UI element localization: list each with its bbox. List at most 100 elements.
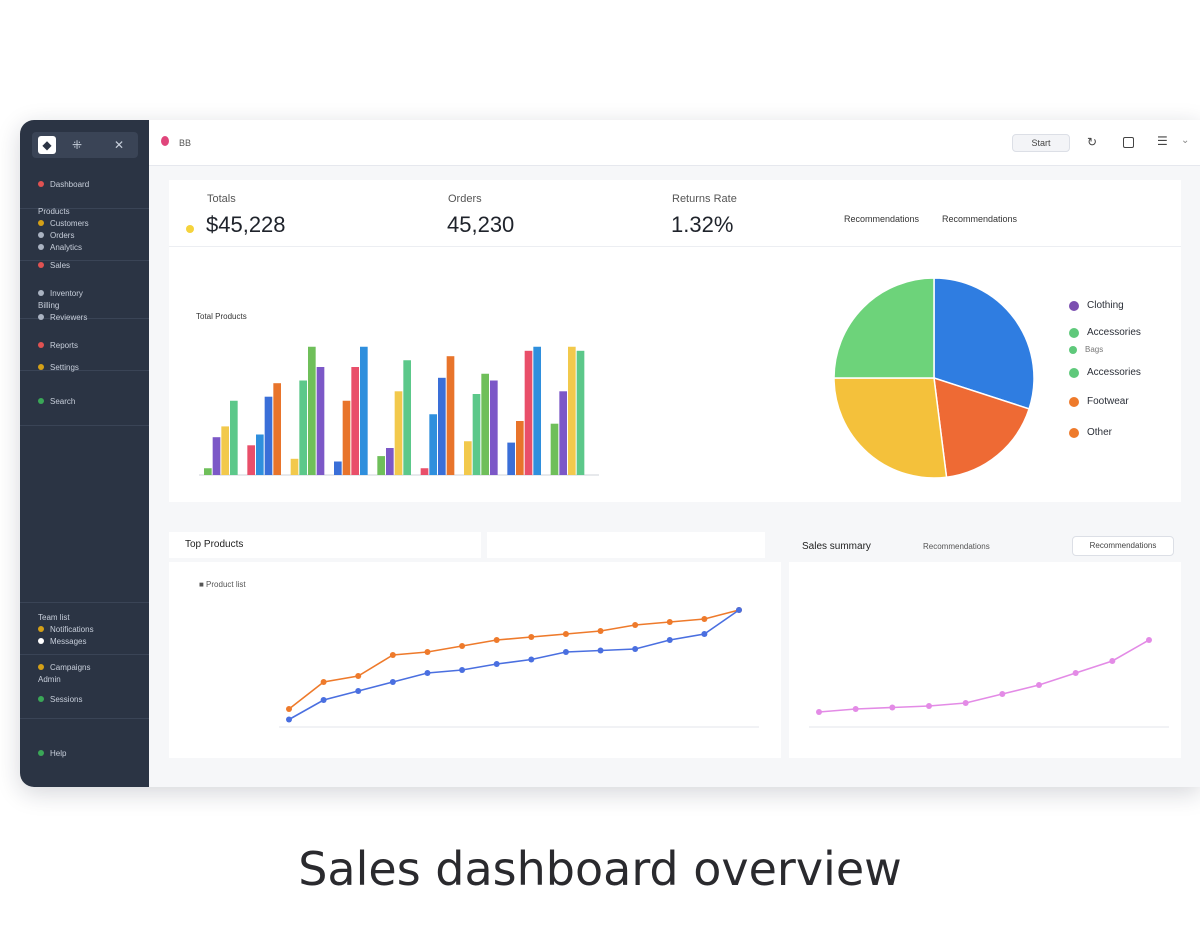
pie-slice [933, 277, 1035, 410]
data-point [355, 688, 362, 694]
bar [386, 448, 394, 475]
sidebar-item-messages[interactable]: Messages [38, 634, 86, 648]
data-point [493, 661, 500, 667]
recommendations-button[interactable]: Recommendations [1072, 536, 1174, 556]
data-point [597, 647, 604, 654]
sidebar-item-inventory[interactable]: Inventory [38, 286, 83, 300]
data-point [528, 656, 535, 663]
sidebar-item-orders[interactable]: Orders [38, 228, 74, 242]
sidebar-item-label: Analytics [50, 242, 83, 252]
bar [576, 350, 585, 475]
search-icon [38, 398, 44, 404]
grid-icon[interactable]: ⁜ [71, 138, 83, 152]
kpi-orders-label: Orders [448, 193, 482, 205]
series-line [818, 639, 1150, 713]
legend-swatch [1069, 300, 1079, 311]
sidebar-item-sales[interactable]: Sales [38, 258, 70, 272]
home-icon[interactable]: ◆ [38, 136, 56, 154]
data-point [736, 607, 742, 613]
reports-icon [38, 342, 44, 348]
window-icon[interactable] [1123, 137, 1134, 148]
refresh-icon[interactable]: ↻ [1087, 135, 1098, 149]
sidebar-item-label: Dashboard [50, 179, 90, 189]
topbar-title: BB [179, 138, 192, 148]
sidebar-item-label: Settings [50, 362, 79, 372]
data-point [389, 652, 396, 658]
sidebar-item-help[interactable]: Help [38, 746, 66, 760]
bar [533, 346, 541, 475]
sidebar-item-sessions[interactable]: Sessions [38, 692, 82, 706]
legend-label: Bags [1085, 345, 1104, 354]
sidebar-item-settings[interactable]: Settings [38, 360, 79, 374]
sidebar-item-billing[interactable]: Billing [38, 298, 59, 312]
data-point [926, 703, 932, 709]
data-point [889, 704, 896, 711]
sidebar-item-label: Customers [50, 218, 89, 228]
bar [316, 367, 325, 475]
sidebar-item-customers[interactable]: Customers [38, 216, 89, 230]
sidebar-item-label: Notifications [50, 624, 94, 634]
main-content: BB Start ↻ ☰ ⌄ Totals $45,228 Orders 45,… [149, 120, 1200, 787]
data-point [632, 622, 639, 628]
legend-item: Footwear [1069, 396, 1129, 407]
legend-label: Accessories [1087, 367, 1141, 378]
menu-icon[interactable]: ☰ [1157, 134, 1168, 148]
legend-swatch [1069, 396, 1079, 407]
bar [342, 400, 351, 475]
sidebar-item-analytics[interactable]: Analytics [38, 240, 82, 254]
sidebar-item-reports[interactable]: Reports [38, 338, 78, 352]
sidebar-item-campaigns[interactable]: Campaigns [38, 660, 90, 674]
sidebar-item-notifications[interactable]: Notifications [38, 622, 94, 636]
kpi-totals-value: $45,228 [206, 212, 286, 237]
bar [308, 346, 316, 475]
search-field[interactable] [487, 532, 765, 558]
kpi-returns-value: 1.32% [671, 212, 734, 237]
sidebar-item-label: Sales [50, 260, 71, 270]
divider [169, 246, 1181, 247]
dashboard-window: ◆ ⁜ ✕ Dashboard Products Customers Order… [20, 120, 1200, 787]
data-point [701, 631, 708, 637]
legend-label: Other [1087, 427, 1113, 438]
sidebar-item-dashboard[interactable]: Dashboard [38, 177, 89, 191]
sidebar-item-reviewers[interactable]: Reviewers [38, 310, 87, 324]
sidebar-item-label: Inventory [50, 288, 83, 298]
top-products-tab[interactable]: Top Products [169, 532, 481, 558]
sidebar-item-label: Reports [50, 340, 79, 350]
sidebar-item-search[interactable]: Search [38, 394, 75, 408]
series-line [288, 609, 740, 710]
recommendations-label: Recommendations [923, 542, 990, 551]
data-point [355, 673, 362, 679]
data-point [424, 649, 431, 655]
sidebar-item-admin[interactable]: Admin [38, 672, 61, 686]
data-point [999, 691, 1006, 697]
legend-item: Clothing [1069, 300, 1124, 311]
sales-icon [38, 262, 44, 268]
sidebar-item-team[interactable]: Team list [38, 610, 70, 624]
data-point [632, 646, 639, 652]
bar [429, 414, 437, 475]
series-line [288, 609, 740, 721]
line-chart-card-left: ■ Product list [169, 562, 781, 758]
legend-label: Accessories [1087, 327, 1141, 338]
start-button[interactable]: Start [1012, 134, 1070, 152]
data-point [666, 619, 673, 625]
bar [212, 437, 221, 475]
chevron-down-icon[interactable]: ⌄ [1181, 135, 1190, 146]
sidebar-item-label: Reviewers [50, 312, 88, 322]
data-point [1036, 682, 1042, 688]
bar [524, 350, 533, 475]
legend-item: Bags [1069, 345, 1103, 354]
pie-slice [833, 377, 948, 479]
pie-slice [833, 277, 935, 379]
line-chart-card-right [789, 562, 1181, 758]
campaign-icon [38, 664, 44, 670]
bar [377, 456, 385, 475]
bar [516, 421, 524, 475]
bar [351, 367, 359, 475]
legend-swatch [1069, 427, 1079, 438]
data-point [389, 679, 396, 685]
sidebar-item-products[interactable]: Products [38, 204, 70, 218]
collapse-icon[interactable]: ✕ [113, 138, 125, 152]
legend-item: Accessories [1069, 367, 1141, 378]
bar [299, 380, 307, 475]
